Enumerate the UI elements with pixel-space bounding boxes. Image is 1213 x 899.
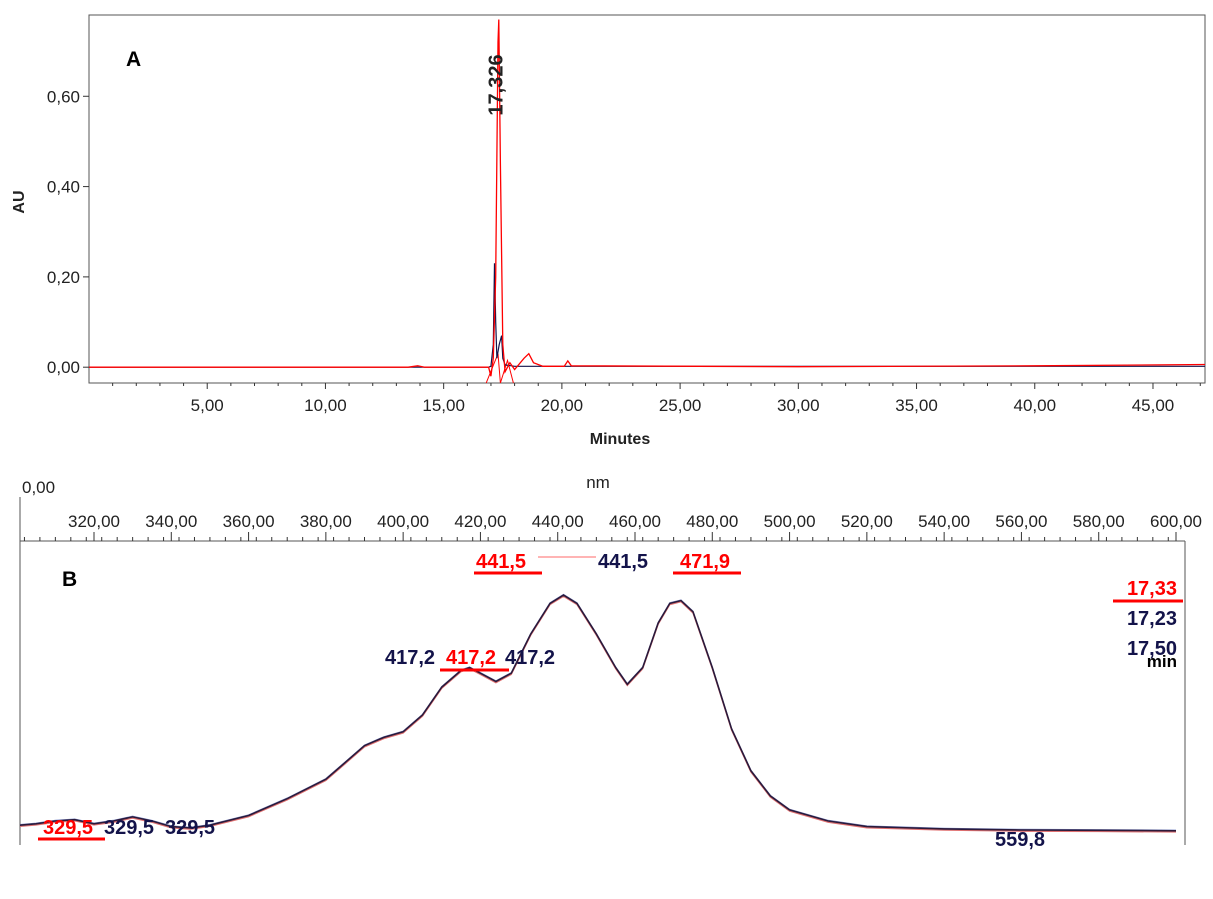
panel-b-x-tick-label: 560,00 xyxy=(995,512,1047,531)
legend-entry-17-23: 17,23 xyxy=(1127,608,1177,630)
panel-b-peak-labels: 441,5 441,5 471,9 417,2 417,2 417,2 329,… xyxy=(38,551,1045,851)
peak-label-441-5-red: 441,5 xyxy=(476,551,526,573)
panel-a: A Minutes AU 0,00 0,20 0,40 0,60 5,00 10,00 1… xyxy=(11,14,1206,448)
panel-b-x-tick-label: 340,00 xyxy=(145,512,197,531)
panel-a-series xyxy=(89,19,1206,384)
panel-b-spectrum-blue xyxy=(19,593,1177,831)
panel-b-x-tick-label: 420,00 xyxy=(454,512,506,531)
peak-label-329-5-red: 329,5 xyxy=(43,817,93,839)
panel-a-x-tick-label: 15,00 xyxy=(422,396,465,415)
panel-b-series xyxy=(19,593,1177,833)
panel-b-x-tick-label: 540,00 xyxy=(918,512,970,531)
panel-a-x-tick-label: 45,00 xyxy=(1132,396,1175,415)
panel-a-y-tick-label: 0,20 xyxy=(47,268,80,287)
panel-b-x-tick-label: 360,00 xyxy=(223,512,275,531)
panel-b-x-tick-label: 520,00 xyxy=(841,512,893,531)
panel-a-integration-marker xyxy=(499,358,514,384)
panel-a-y-axis-title: AU xyxy=(11,190,28,213)
peak-label-559-8: 559,8 xyxy=(995,829,1045,851)
peak-label-441-5-navy: 441,5 xyxy=(598,551,648,573)
panel-a-label: A xyxy=(126,48,141,71)
peak-label-417-2-red: 417,2 xyxy=(446,647,496,669)
peak-label-329-5-navy-1: 329,5 xyxy=(104,817,154,839)
panel-b-x-tick-label: 480,00 xyxy=(686,512,738,531)
panel-a-x-tick-label: 10,00 xyxy=(304,396,347,415)
panel-a-plot-frame xyxy=(88,14,1206,384)
panel-b-x-tick-label: 500,00 xyxy=(764,512,816,531)
peak-label-417-2-navy-left: 417,2 xyxy=(385,647,435,669)
panel-b-label: B xyxy=(62,568,77,591)
peak-label-471-9-red: 471,9 xyxy=(680,551,730,573)
panel-a-x-axis-title: Minutes xyxy=(590,431,651,448)
panel-b-x-tick-label: 400,00 xyxy=(377,512,429,531)
panel-a-series-line-navy xyxy=(89,263,1205,368)
panel-a-x-tick-label: 20,00 xyxy=(541,396,584,415)
panel-b-x-ticks: 320,00 340,00 360,00 380,00 400,00 420,00 440,… xyxy=(23,512,1202,541)
peak-label-329-5-navy-2: 329,5 xyxy=(165,817,215,839)
legend-unit: min xyxy=(1147,652,1177,671)
panel-a-series-line-red xyxy=(89,19,1206,377)
panel-a-x-ticks: 5,00 10,00 15,00 20,00 25,00 30,00 35,00 40,00 4… xyxy=(112,383,1201,415)
panel-a-y-tick-label: 0,00 xyxy=(47,358,80,377)
panel-b: 0,00 nm 320,00 340,00 360,00 380,00 400,00 42… xyxy=(19,473,1202,851)
panel-b-x-tick-label: 600,00 xyxy=(1150,512,1202,531)
panel-a-y-tick-label: 0,60 xyxy=(47,87,80,106)
panel-a-x-tick-label: 30,00 xyxy=(777,396,820,415)
panel-a-x-tick-label: 25,00 xyxy=(659,396,702,415)
legend-entry-17-50: 17,50 xyxy=(1127,638,1177,660)
panel-b-x-tick-label: 380,00 xyxy=(300,512,352,531)
panel-b-x-tick-label: 460,00 xyxy=(609,512,661,531)
panel-b-spectrum-navy xyxy=(19,594,1177,832)
panel-a-x-tick-label: 40,00 xyxy=(1013,396,1056,415)
panel-b-legend: 17,33 17,23 17,50 min xyxy=(1113,578,1183,671)
panel-a-y-ticks: 0,00 0,20 0,40 0,60 xyxy=(47,87,89,377)
panel-a-peak-annotation: 17,326 xyxy=(486,54,508,115)
panel-b-x-tick-label: 320,00 xyxy=(68,512,120,531)
panel-a-y-tick-label: 0,40 xyxy=(47,178,80,197)
legend-entry-17-33: 17,33 xyxy=(1127,578,1177,600)
peak-label-417-2-navy-right: 417,2 xyxy=(505,647,555,669)
panel-b-x-axis-title: nm xyxy=(586,473,610,492)
panel-b-spectrum-red xyxy=(19,595,1177,833)
panel-a-x-tick-label: 5,00 xyxy=(191,396,224,415)
panel-a-x-tick-label: 35,00 xyxy=(895,396,938,415)
panel-b-x-tick-label: 580,00 xyxy=(1073,512,1125,531)
panel-b-x-origin-label: 0,00 xyxy=(22,478,55,497)
panel-b-x-tick-label: 440,00 xyxy=(532,512,584,531)
